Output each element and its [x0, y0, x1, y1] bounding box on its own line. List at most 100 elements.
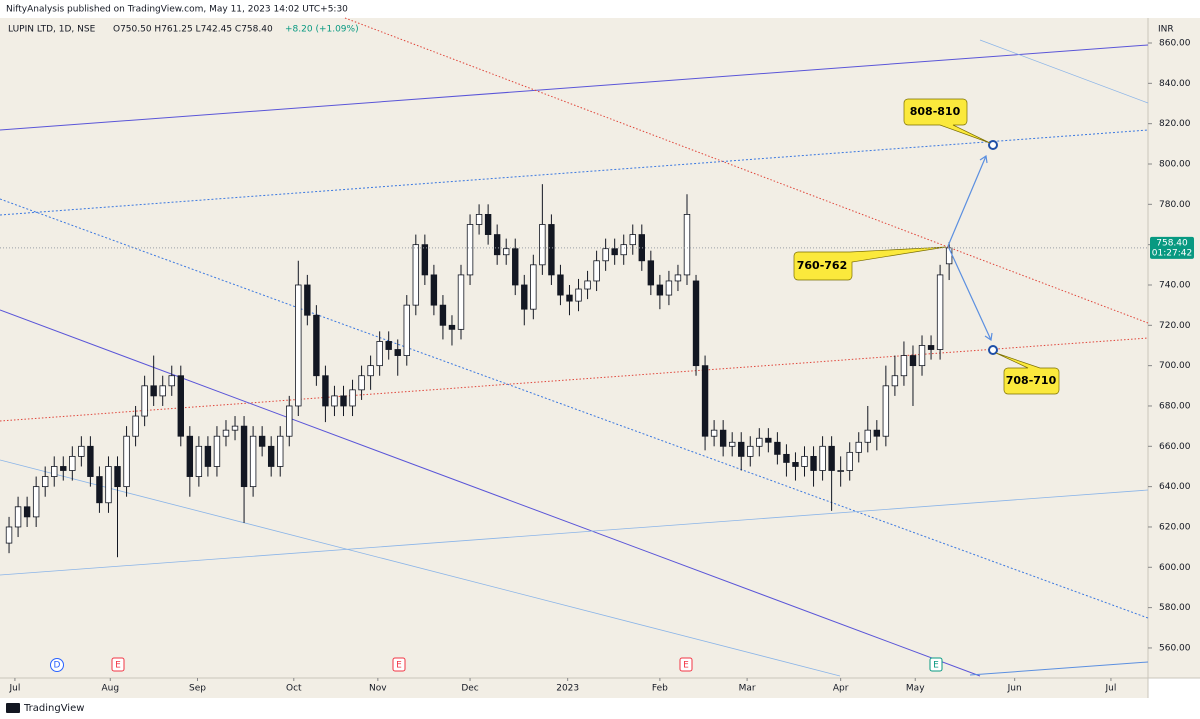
candle-body: [421, 244, 429, 276]
candle-body: [177, 375, 184, 437]
candle-body: [701, 365, 709, 437]
candle-body: [602, 248, 609, 262]
candle-body: [466, 224, 474, 276]
candle-body: [286, 405, 293, 437]
arrow: [947, 155, 987, 247]
candle-body: [936, 274, 944, 350]
candle-body: [674, 274, 682, 282]
candle-body: [141, 385, 148, 417]
candle-body: [873, 429, 881, 437]
candle-body: [231, 425, 239, 431]
trend-line: [0, 489, 1149, 576]
y-tick-label: 640.00: [1159, 482, 1191, 492]
candle-body: [23, 506, 31, 518]
candle-body: [539, 224, 546, 266]
x-tick-label: Jul: [8, 684, 20, 694]
candle-body: [837, 470, 844, 472]
candle-body: [277, 435, 284, 467]
arrow: [947, 245, 992, 341]
y-tick-label: 840.00: [1159, 79, 1191, 89]
x-tick-label: Apr: [833, 684, 849, 694]
candle-body: [792, 462, 799, 467]
publisher: NiftyAnalysis published on TradingView.c…: [6, 5, 348, 15]
y-tick-label: 820.00: [1159, 119, 1191, 129]
candle-body: [918, 345, 926, 367]
candle-body: [32, 486, 40, 518]
candle-body: [828, 445, 835, 471]
x-tick-label: Feb: [652, 684, 668, 694]
target-point: [988, 140, 998, 150]
x-tick-label: Sep: [189, 684, 206, 694]
candle-body: [385, 341, 392, 350]
y-tick-label: 680.00: [1159, 401, 1191, 411]
x-tick-label: May: [906, 684, 925, 694]
time-axis: [0, 678, 1148, 698]
candle-body: [340, 395, 347, 407]
candle-body: [882, 385, 890, 437]
callout: [903, 98, 991, 144]
x-tick-label: Aug: [101, 684, 119, 694]
candle-body: [774, 441, 781, 455]
events: D E E E E: [50, 657, 943, 672]
x-tick-label: Jun: [1007, 684, 1022, 694]
event-label: E: [115, 661, 121, 671]
candle-body: [60, 466, 67, 471]
x-tick-label: 2023: [556, 684, 579, 694]
candle-body: [783, 453, 790, 463]
callout: [793, 246, 947, 281]
arrow-head: [984, 332, 993, 342]
candle-body: [756, 437, 763, 447]
y-tick-label: 700.00: [1159, 361, 1191, 371]
x-tick-label: Jul: [1105, 684, 1117, 694]
event-marker: [929, 657, 943, 672]
candles: [5, 184, 953, 558]
candle-body: [665, 280, 673, 296]
ohlc: O750.50 H761.25 L742.45 C758.40: [113, 25, 273, 35]
candle-body: [927, 345, 935, 350]
candle-body: [584, 280, 591, 290]
candle-body: [358, 375, 365, 391]
callout: [995, 352, 1060, 395]
candle-body: [168, 375, 175, 387]
candle-body: [78, 445, 85, 457]
candle-body: [692, 280, 700, 367]
trend-line: [969, 661, 1149, 676]
candle-body: [186, 435, 194, 477]
trend-line: [979, 39, 1149, 104]
candle-body: [683, 214, 691, 276]
candle-body: [747, 445, 754, 457]
candle-body: [367, 365, 374, 377]
candle-body: [521, 284, 528, 310]
change: +8.20 (+1.09%): [285, 25, 359, 35]
candle-body: [14, 506, 22, 528]
candle-body: [575, 288, 582, 302]
candle-body: [900, 355, 908, 377]
y-tick-label: 800.00: [1159, 159, 1191, 169]
trend-line: [0, 459, 841, 677]
x-tick-label: Nov: [369, 684, 387, 694]
y-tick-label: 660.00: [1159, 442, 1191, 452]
symbol: LUPIN LTD, 1D, NSE: [8, 25, 96, 35]
event-marker: [679, 657, 693, 672]
event-marker: [50, 658, 64, 672]
candle-body: [611, 248, 618, 256]
candle-body: [891, 375, 899, 387]
trend-lines: [0, 17, 1149, 677]
event-marker: [111, 657, 125, 672]
candle-body: [295, 284, 302, 407]
price-axis: [1148, 18, 1200, 678]
candle-body: [512, 248, 519, 286]
candle-body: [846, 451, 853, 471]
callout-text: 708-710: [1006, 374, 1057, 387]
candle-body: [484, 214, 492, 235]
candle-body: [412, 244, 420, 306]
candle-body: [855, 441, 862, 453]
candle-body: [430, 274, 438, 306]
y-tick-label: 620.00: [1159, 522, 1191, 532]
candle-body: [51, 466, 58, 477]
candle-body: [114, 466, 121, 488]
event-label: E: [396, 661, 402, 671]
candle-body: [123, 435, 130, 488]
candle-body: [159, 385, 166, 397]
